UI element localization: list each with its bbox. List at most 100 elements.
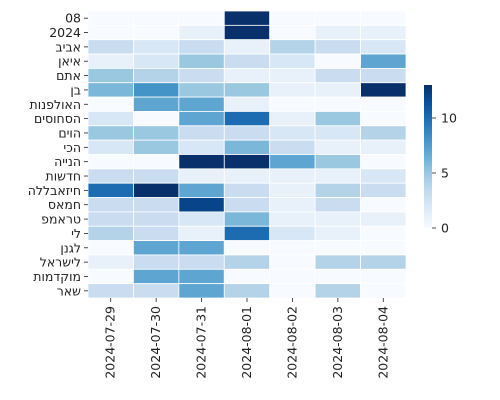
heatmap-cell [269,24,316,41]
heatmap-cell [223,168,271,184]
heatmap-cell [360,53,407,69]
heatmap-cell [178,283,225,299]
heatmap-cell [314,211,361,227]
colorbar-tick-label: 10 [441,111,457,126]
heatmap-cell [178,197,225,213]
heatmap-cell [269,139,316,155]
heatmap-cell [133,283,180,299]
heatmap-cell [133,225,180,242]
heatmap-cell [314,254,361,270]
heatmap-cell [269,154,316,170]
heatmap-cell [223,182,271,198]
heatmap-cell [360,283,407,299]
x-axis: 2024-07-29 2024-07-30 2024-07-31 2024-08-01… [103,298,390,379]
heatmap-cell [360,268,407,285]
heatmap-cell [178,125,225,141]
heatmap-cell [87,39,134,55]
heatmap-cell [223,268,271,285]
heatmap-cell [360,211,407,227]
heatmap-cell [133,68,180,84]
colorbar-ticks: 0 5 10 [432,111,457,236]
heatmap-cell [269,182,316,198]
heatmap-cell [269,10,316,26]
heatmap-cell [178,82,225,98]
x-tick-label: 2024-07-31 [194,306,209,379]
heatmap-cell [314,111,361,127]
heatmap-cell [269,254,316,270]
heatmap-cell [269,168,316,184]
heatmap-cell [178,154,225,170]
heatmap-cell [360,240,407,256]
heatmap-cell [360,182,407,198]
x-tick-label: 2024-08-02 [284,306,299,379]
heatmap-cell [223,82,271,98]
y-axis: 082024אביבאיאןאתםבןהאולפנותהסחוסיםהויםהכ… [28,11,88,298]
heatmap-cell [269,82,316,98]
heatmap-cell [223,211,271,227]
heatmap-cell [223,139,271,155]
heatmap-cell [269,111,316,127]
heatmap-cell [314,10,361,26]
colorbar: 0 5 10 [424,85,457,236]
heatmap-cell [314,139,361,155]
heatmap-cell [133,82,180,98]
heatmap-cell [87,96,134,112]
heatmap-cell [314,182,361,198]
heatmap-cell [133,53,180,69]
heatmap-cell [133,139,180,155]
heatmap-cell [87,82,134,98]
colorbar-tick-label: 5 [441,166,449,181]
heatmap-cell [360,168,407,184]
heatmap-cell [360,96,407,112]
heatmap-cell [178,139,225,155]
heatmap-cell [178,225,225,242]
heatmap-cell [178,68,225,84]
heatmap-cell [360,39,407,55]
x-tick-label: 2024-08-04 [375,306,390,379]
y-tick-label: בן [70,82,81,97]
heatmap-cell [223,39,271,55]
heatmap-cell [314,225,361,242]
colorbar-gradient [424,85,432,228]
heatmap-cell [314,283,361,299]
heatmap-cell [87,283,134,299]
heatmap-cell [87,10,134,26]
heatmap-cell [133,254,180,270]
heatmap-cell [314,96,361,112]
y-tick-label: חדשות [46,169,81,184]
y-tick-label: 08 [65,11,81,26]
heatmap-cell [223,240,271,256]
heatmap-cell [87,268,134,285]
heatmap-cell [269,197,316,213]
heatmap-cell [133,182,180,198]
heatmap-cell [360,225,407,242]
y-tick-label: אתם [56,68,81,83]
heatmap-cell [87,154,134,170]
x-tick-label: 2024-07-29 [103,306,118,379]
heatmap-cell [178,53,225,69]
heatmap-cell [360,82,407,98]
heatmap-cell [178,254,225,270]
heatmap-cell [269,283,316,299]
y-tick-label: מוקדמות [33,269,81,284]
heatmap-cell [87,254,134,270]
x-tick-label: 2024-07-30 [148,306,163,379]
heatmap-cell [87,24,134,41]
y-tick-label: לי [71,226,81,241]
heatmap-cell [223,283,271,299]
heatmap-cell [223,254,271,270]
x-tick-label: 2024-08-01 [239,306,254,379]
heatmap-cell [314,240,361,256]
heatmap-cell [269,125,316,141]
heatmap-cell [87,240,134,256]
y-tick-label: חיזאבללה [28,183,81,198]
heatmap-cell [269,39,316,55]
heatmap-cell [314,125,361,141]
y-tick-label: הסחוסים [34,111,81,126]
heatmap-cell [223,10,271,26]
heatmap-cell [133,39,180,55]
y-tick-label: טראמפ [41,212,81,227]
heatmap-cell [314,39,361,55]
heatmap-cell [223,197,271,213]
heatmap-cell [314,24,361,41]
